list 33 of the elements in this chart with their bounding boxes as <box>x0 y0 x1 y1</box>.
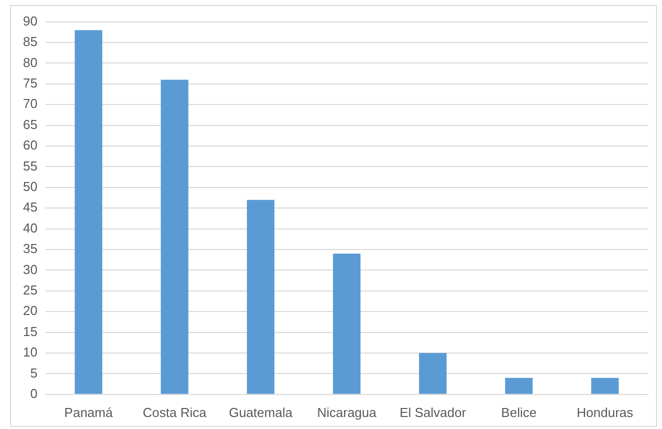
y-tick-label: 35 <box>22 241 38 256</box>
y-tick-label: 15 <box>22 324 38 339</box>
bar <box>246 200 274 394</box>
bar <box>419 353 447 394</box>
y-tick-label: 40 <box>22 220 38 236</box>
y-tick-label: 45 <box>22 200 38 215</box>
bar <box>74 30 102 394</box>
x-tick-label: El Salvador <box>400 404 467 420</box>
bar <box>591 378 619 394</box>
bar <box>160 80 188 394</box>
bar <box>332 254 361 394</box>
y-tick-label: 5 <box>30 365 38 380</box>
x-tick-label: Honduras <box>576 404 634 420</box>
y-tick-label: 55 <box>22 158 38 174</box>
y-tick-label: 75 <box>22 75 38 90</box>
x-tick-label: Panamá <box>64 404 114 420</box>
y-tick-label: 60 <box>22 138 38 153</box>
y-tick-label: 65 <box>22 116 38 132</box>
x-tick-label: Costa Rica <box>142 404 208 420</box>
y-tick-label: 90 <box>22 13 38 28</box>
y-tick-label: 0 <box>30 386 38 401</box>
y-tick-label: 85 <box>22 34 38 50</box>
x-tick-label: Belice <box>501 404 537 420</box>
y-tick-label: 80 <box>22 54 38 70</box>
y-tick-label: 70 <box>22 96 38 112</box>
y-tick-label: 20 <box>22 303 38 318</box>
y-tick-label: 25 <box>22 282 38 298</box>
x-tick-label: Nicaragua <box>317 404 378 420</box>
x-tick-label: Guatemala <box>228 404 294 420</box>
bar <box>505 378 533 394</box>
y-tick-label: 10 <box>22 344 38 360</box>
y-tick-label: 50 <box>22 178 38 194</box>
y-tick-label: 30 <box>22 262 38 277</box>
